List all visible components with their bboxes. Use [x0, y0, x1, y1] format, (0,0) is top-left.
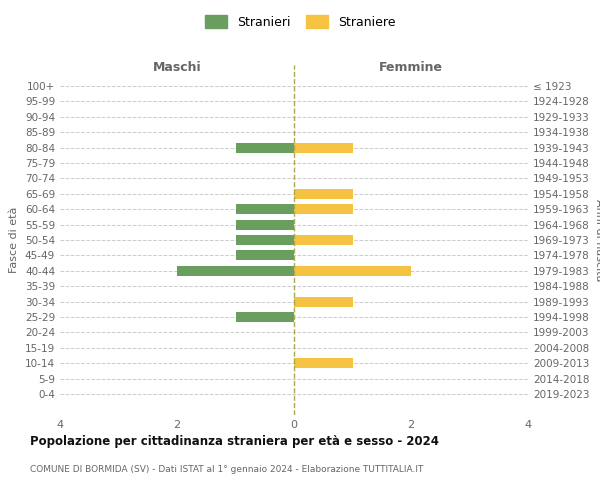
Text: Femmine: Femmine [379, 60, 443, 74]
Bar [294, 204, 353, 214]
Text: Popolazione per cittadinanza straniera per età e sesso - 2024: Popolazione per cittadinanza straniera p… [30, 435, 439, 448]
Bar [235, 312, 294, 322]
Bar [177, 266, 294, 276]
Legend: Stranieri, Straniere: Stranieri, Straniere [201, 11, 399, 32]
Bar [294, 266, 411, 276]
Bar [294, 358, 353, 368]
Bar [235, 142, 294, 152]
Bar [294, 235, 353, 245]
Y-axis label: Anni di nascita: Anni di nascita [593, 198, 600, 281]
Text: COMUNE DI BORMIDA (SV) - Dati ISTAT al 1° gennaio 2024 - Elaborazione TUTTITALIA: COMUNE DI BORMIDA (SV) - Dati ISTAT al 1… [30, 465, 424, 474]
Y-axis label: Fasce di età: Fasce di età [10, 207, 19, 273]
Text: Maschi: Maschi [152, 60, 202, 74]
Bar [235, 250, 294, 260]
Bar [235, 204, 294, 214]
Bar [294, 296, 353, 306]
Bar [235, 220, 294, 230]
Bar [294, 189, 353, 199]
Bar [235, 235, 294, 245]
Bar [294, 142, 353, 152]
